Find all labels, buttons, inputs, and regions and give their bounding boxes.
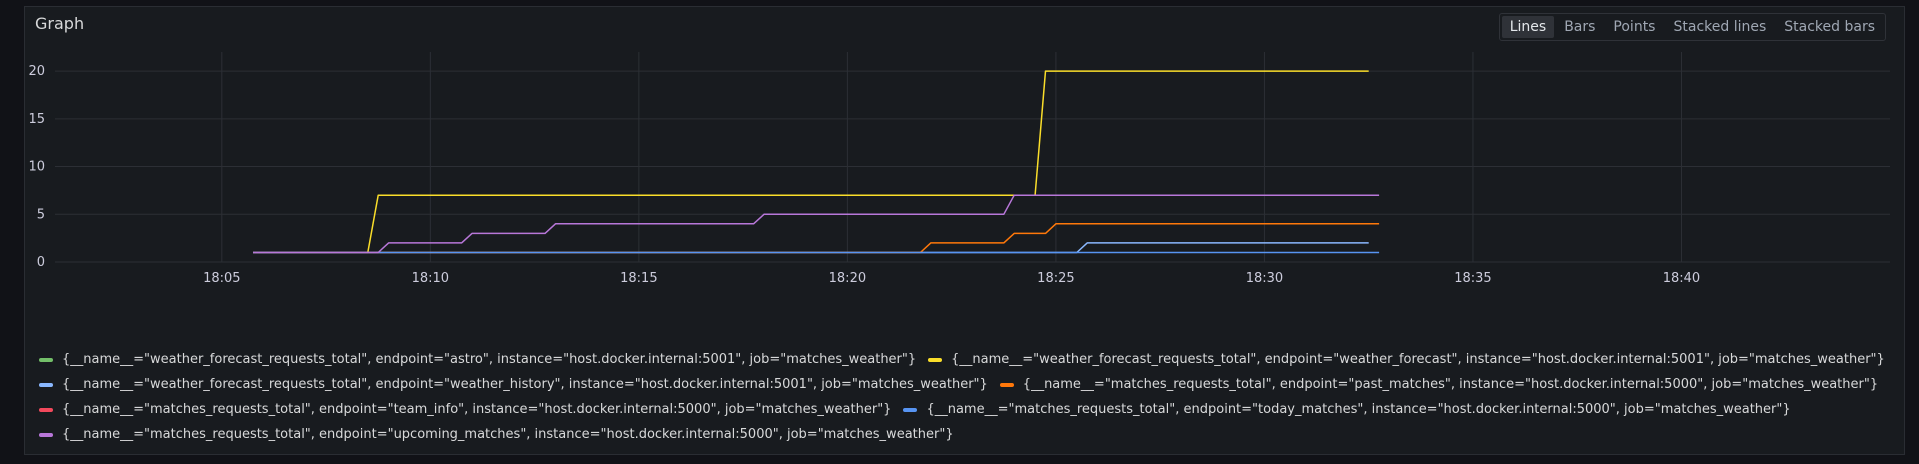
panel-title: Graph — [35, 14, 85, 33]
legend-label: {__name__="matches_requests_total", endp… — [62, 427, 954, 442]
legend-swatch — [39, 357, 53, 362]
legend-swatch — [999, 382, 1014, 387]
legend-label: {__name__="weather_forecast_requests_tot… — [62, 352, 917, 367]
legend-item[interactable]: {__name__="weather_forecast_requests_tot… — [39, 377, 988, 392]
x-tick-label: 18:20 — [829, 271, 866, 286]
series-line — [253, 70, 1369, 254]
series-line — [253, 223, 1380, 254]
series-lines — [253, 70, 1380, 254]
legend-item[interactable]: {__name__="weather_forecast_requests_tot… — [39, 352, 916, 367]
legend-label: {__name__="matches_requests_total", endp… — [1022, 377, 1879, 392]
graph-panel: Graph Lines Bars Points Stacked lines St… — [24, 6, 1905, 455]
view-option-stacked-bars[interactable]: Stacked bars — [1784, 19, 1875, 35]
view-option-points[interactable]: Points — [1613, 19, 1656, 35]
legend-label: {__name__="matches_requests_total", endp… — [62, 402, 892, 417]
view-option-stacked-lines[interactable]: Stacked lines — [1673, 19, 1767, 35]
y-tick-label: 15 — [28, 112, 45, 127]
legend-item[interactable]: {__name__="matches_requests_total", endp… — [999, 377, 1879, 392]
legend-row: {__name__="matches_requests_total", endp… — [39, 422, 1899, 447]
x-tick-label: 18:15 — [620, 271, 657, 286]
legend-row: {__name__="weather_forecast_requests_tot… — [39, 347, 1899, 372]
y-tick-label: 0 — [37, 255, 45, 270]
series-line — [253, 194, 1380, 254]
view-mode-switch: Lines Bars Points Stacked lines Stacked … — [1498, 13, 1886, 41]
legend-row: {__name__="weather_forecast_requests_tot… — [39, 372, 1899, 397]
legend-row: {__name__="matches_requests_total", endp… — [39, 397, 1899, 422]
legend-label: {__name__="weather_forecast_requests_tot… — [62, 377, 988, 392]
x-tick-label: 18:10 — [412, 271, 449, 286]
legend-swatch — [928, 357, 943, 362]
y-axis-ticks: 0 5 10 15 20 — [28, 64, 45, 270]
legend-item[interactable]: {__name__="matches_requests_total", endp… — [903, 402, 1791, 417]
legend-item[interactable]: {__name__="weather_forecast_requests_tot… — [928, 352, 1885, 367]
legend-label: {__name__="matches_requests_total", endp… — [926, 402, 1791, 417]
legend-swatch — [39, 382, 53, 387]
legend-item[interactable]: {__name__="matches_requests_total", endp… — [39, 402, 891, 417]
y-tick-label: 10 — [28, 160, 45, 175]
view-option-lines[interactable]: Lines — [1501, 16, 1555, 38]
y-tick-label: 5 — [37, 207, 45, 222]
legend-swatch — [39, 407, 53, 412]
x-tick-label: 18:40 — [1663, 271, 1700, 286]
legend-swatch — [39, 432, 53, 437]
chart-legend: {__name__="weather_forecast_requests_tot… — [39, 347, 1899, 447]
x-tick-label: 18:30 — [1246, 271, 1283, 286]
view-option-bars[interactable]: Bars — [1564, 19, 1596, 35]
legend-label: {__name__="weather_forecast_requests_tot… — [951, 352, 1885, 367]
x-axis-ticks: 18:05 18:10 18:15 18:20 18:25 18:30 18:35 18:40 — [203, 271, 1700, 286]
legend-swatch — [903, 407, 918, 412]
y-tick-label: 20 — [28, 64, 45, 79]
x-tick-label: 18:05 — [203, 271, 240, 286]
legend-item[interactable]: {__name__="matches_requests_total", endp… — [39, 427, 954, 442]
series-line — [253, 242, 1369, 254]
x-tick-label: 18:35 — [1454, 271, 1491, 286]
chart-grid — [55, 52, 1890, 263]
x-tick-label: 18:25 — [1037, 271, 1074, 286]
